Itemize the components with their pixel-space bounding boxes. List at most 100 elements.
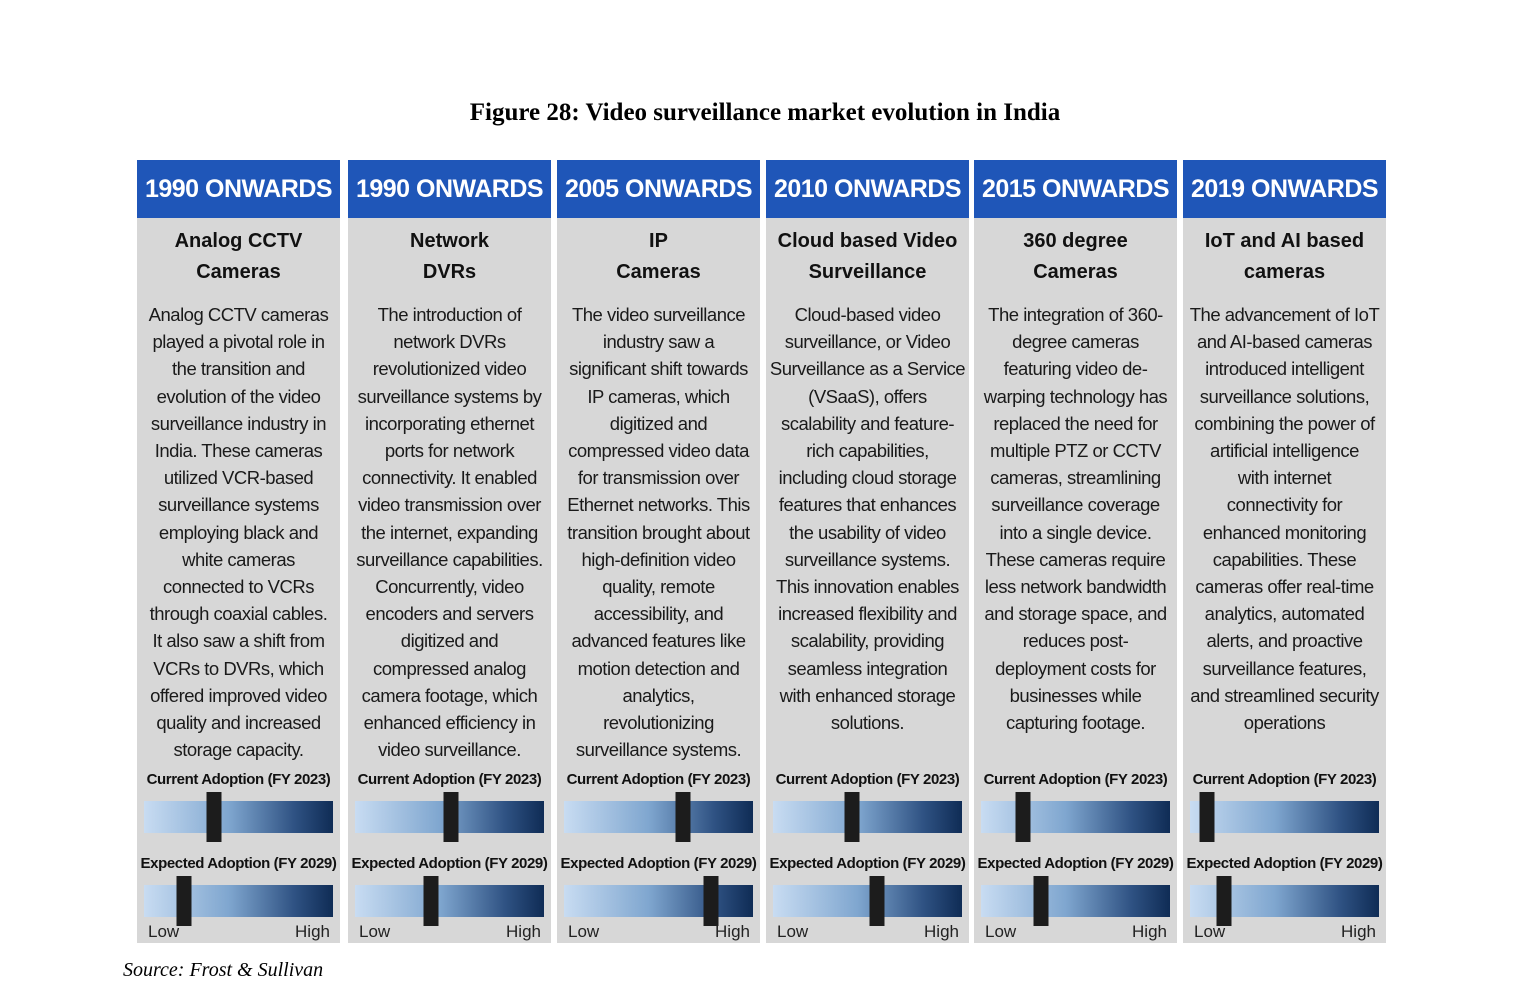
- expected-adoption-label: Expected Adoption (FY 2029): [140, 855, 337, 872]
- description-line: alerts, and proactive: [1206, 630, 1363, 652]
- era-column: 1990 ONWARDS Analog CCTV Cameras Analog CCT…: [137, 160, 340, 943]
- current-adoption-label: Current Adoption (FY 2023): [1192, 771, 1377, 788]
- description-line: offered improved video: [150, 684, 327, 706]
- era-period-header: 2005 ONWARDS: [557, 160, 760, 218]
- era-column: 1990 ONWARDS Network DVRs The introduction …: [348, 160, 551, 943]
- description-line: evolution of the video: [156, 385, 321, 407]
- description-line: scalability, providing: [790, 630, 945, 652]
- description-line: transition brought about: [567, 521, 750, 543]
- description-line: revolutionized video: [372, 358, 527, 380]
- description-line: surveillance systems.: [784, 548, 951, 570]
- description-line: deployment costs for: [995, 657, 1156, 679]
- description-line: played a pivotal role in: [152, 331, 325, 353]
- description-line: businesses while: [1009, 684, 1142, 706]
- expected-adoption-marker: [869, 876, 885, 926]
- description-line: video transmission over: [358, 494, 541, 516]
- description-line: warping technology has: [983, 385, 1168, 407]
- description-line: It also saw a shift from: [152, 630, 325, 652]
- description-line: surveillance coverage: [991, 494, 1160, 516]
- expected-adoption-label: Expected Adoption (FY 2029): [351, 855, 548, 872]
- description-line: cameras offer real-time: [1195, 576, 1374, 598]
- description-line: significant shift towards: [569, 358, 748, 380]
- description-line: reduces post-: [1022, 630, 1129, 652]
- expected-adoption-scale: [564, 876, 753, 926]
- description-line: VCRs to DVRs, which: [153, 657, 324, 679]
- description-line: storage capacity.: [173, 739, 304, 761]
- era-period-header: 1990 ONWARDS: [137, 160, 340, 218]
- title-line: Cameras: [616, 261, 701, 283]
- scale-high-label: High: [715, 922, 750, 941]
- description-line: The integration of 360-: [988, 304, 1163, 325]
- title-line: cameras: [1243, 261, 1326, 283]
- source-note: Source: Frost & Sullivan: [123, 959, 324, 981]
- era-period-header: 2015 ONWARDS: [974, 160, 1177, 218]
- description-line: capturing footage.: [1005, 712, 1146, 734]
- title-line: IP: [649, 230, 668, 252]
- description-line: digitized and: [609, 412, 708, 434]
- description-line: the usability of video: [789, 521, 946, 543]
- description-line: industry saw a: [602, 331, 715, 353]
- scale-low-label: Low: [359, 922, 391, 941]
- scale-low-label: Low: [1194, 922, 1226, 941]
- title-line: Cameras: [1033, 261, 1118, 283]
- description-line: features that enhances: [778, 494, 957, 516]
- description-line: connectivity for: [1226, 494, 1343, 516]
- scale-low-label: Low: [148, 922, 180, 941]
- description-line: camera footage, which: [361, 684, 538, 706]
- description-line: the internet, expanding: [361, 521, 538, 543]
- description-line: The video surveillance: [571, 304, 746, 325]
- description-line: operations: [1243, 712, 1326, 734]
- description-line: motion detection and: [577, 657, 740, 679]
- description-line: revolutionizing: [603, 712, 714, 734]
- description-line: capabilities. These: [1212, 548, 1357, 570]
- current-adoption-label: Current Adoption (FY 2023): [357, 771, 542, 788]
- description-line: quality, remote: [602, 576, 715, 598]
- title-line: Cameras: [196, 261, 281, 283]
- current-adoption-marker: [1015, 792, 1031, 842]
- description-line: surveillance capabilities.: [356, 548, 543, 570]
- expected-adoption-marker: [1216, 876, 1232, 926]
- description-line: for transmission over: [577, 467, 740, 489]
- era-column: 2010 ONWARDS Cloud based Video Surveillanc…: [766, 160, 969, 943]
- era-description: The integration of 360- degree cameras fea…: [976, 301, 1175, 736]
- description-line: digitized and: [400, 630, 499, 652]
- era-description: Analog CCTV cameras played a pivotal role…: [139, 301, 338, 763]
- expected-adoption-marker: [703, 876, 719, 926]
- expected-adoption-marker: [1033, 876, 1049, 926]
- description-line: with internet: [1237, 467, 1332, 489]
- description-line: employing black and: [158, 521, 319, 543]
- era-technology-title: Network DVRs: [348, 226, 551, 288]
- description-line: IP cameras, which: [587, 385, 730, 407]
- expected-adoption-scale: [144, 876, 333, 926]
- era-column: 2019 ONWARDS IoT and AI based cameras The a…: [1183, 160, 1386, 943]
- description-line: degree cameras: [1012, 331, 1139, 353]
- era-technology-title: IoT and AI based cameras: [1183, 226, 1386, 288]
- current-adoption-scale: [564, 792, 753, 842]
- description-line: and AI-based cameras: [1196, 331, 1373, 353]
- current-adoption-marker: [1199, 792, 1215, 842]
- description-line: surveillance industry in: [150, 412, 327, 434]
- description-line: advanced features like: [571, 630, 746, 652]
- scale-low-label: Low: [985, 922, 1017, 941]
- era-period-header: 2019 ONWARDS: [1183, 160, 1386, 218]
- description-line: seamless integration: [787, 657, 948, 679]
- description-line: artificial intelligence: [1210, 440, 1359, 462]
- expected-adoption-label: Expected Adoption (FY 2029): [769, 855, 966, 872]
- era-technology-title: 360 degree Cameras: [974, 226, 1177, 288]
- current-adoption-label: Current Adoption (FY 2023): [983, 771, 1168, 788]
- description-line: analytics, automated: [1204, 603, 1365, 625]
- current-adoption-marker: [675, 792, 691, 842]
- era-period-header: 2010 ONWARDS: [766, 160, 969, 218]
- description-line: The introduction of: [377, 304, 522, 325]
- current-adoption-scale: [355, 792, 544, 842]
- description-line: high-definition video: [581, 548, 736, 570]
- scale-low-label: Low: [568, 922, 600, 941]
- description-line: white cameras: [182, 548, 295, 570]
- description-line: less network bandwidth: [984, 576, 1167, 598]
- description-line: enhanced efficiency in: [363, 712, 536, 734]
- current-adoption-scale: [981, 792, 1170, 842]
- description-line: including cloud storage: [778, 467, 957, 489]
- title-line: Surveillance: [808, 261, 927, 283]
- title-line: DVRs: [422, 261, 477, 283]
- current-adoption-marker: [443, 792, 459, 842]
